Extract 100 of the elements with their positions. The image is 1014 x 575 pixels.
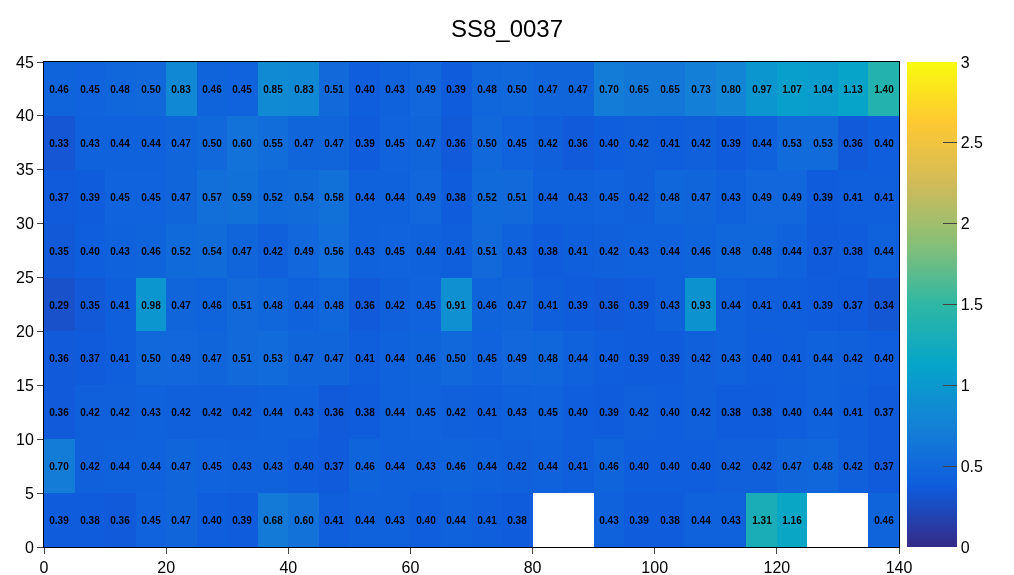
- data-label: 0.40: [80, 245, 101, 257]
- data-label: 0.44: [110, 460, 131, 472]
- data-label: 0.49: [507, 352, 528, 364]
- data-label: 0.41: [110, 352, 131, 364]
- data-label: 0.41: [874, 191, 895, 203]
- data-label: 0.42: [629, 191, 650, 203]
- data-label: 0.49: [752, 191, 773, 203]
- data-label: 0.44: [355, 514, 376, 526]
- data-label: 0.43: [355, 245, 376, 257]
- data-label: 0.37: [813, 245, 834, 257]
- data-label: 0.43: [385, 514, 406, 526]
- data-label: 0.49: [294, 245, 315, 257]
- data-label: 0.41: [477, 406, 498, 418]
- data-label: 0.49: [416, 191, 437, 203]
- data-label: 0.47: [568, 83, 589, 95]
- data-label: 0.40: [416, 514, 437, 526]
- data-label: 0.47: [294, 352, 315, 364]
- data-label: 0.43: [629, 245, 650, 257]
- data-label: 0.46: [599, 460, 620, 472]
- data-label: 0.37: [49, 191, 70, 203]
- data-label: 1.31: [752, 514, 773, 526]
- data-label: 0.39: [232, 514, 253, 526]
- data-label: 0.45: [385, 137, 406, 149]
- data-label: 0.42: [202, 406, 223, 418]
- y-tick-label: 20: [16, 323, 34, 341]
- y-tick-label: 35: [16, 161, 34, 179]
- data-label: 0.41: [843, 191, 864, 203]
- color-bar-label: 1.5: [960, 296, 984, 314]
- data-label: 0.44: [416, 245, 437, 257]
- data-label: 0.42: [263, 245, 284, 257]
- data-label: 0.50: [141, 352, 162, 364]
- data-label: 0.41: [538, 299, 559, 311]
- data-label: 0.43: [141, 406, 162, 418]
- y-tick-label: 25: [16, 269, 34, 287]
- data-label: 0.39: [49, 514, 70, 526]
- data-label: 0.60: [294, 514, 315, 526]
- color-bar-label: 0.5: [960, 457, 984, 475]
- x-tick-label: 80: [523, 559, 542, 575]
- color-bar-label: 2.5: [960, 134, 984, 152]
- data-label: 0.44: [538, 460, 559, 472]
- data-label: 0.70: [49, 460, 70, 472]
- data-label: 0.37: [324, 460, 345, 472]
- data-label: 0.37: [843, 299, 864, 311]
- data-label: 0.46: [416, 352, 437, 364]
- data-label: 0.41: [324, 514, 345, 526]
- y-tick-label: 30: [16, 215, 34, 233]
- data-label: 0.68: [263, 514, 284, 526]
- data-label: 0.45: [110, 191, 131, 203]
- data-label: 0.42: [843, 352, 864, 364]
- data-label: 0.43: [660, 299, 681, 311]
- data-label: 0.47: [171, 137, 192, 149]
- data-label: 0.29: [49, 299, 70, 311]
- data-label: 0.34: [874, 299, 895, 311]
- data-label: 0.45: [507, 137, 528, 149]
- data-label: 0.39: [660, 352, 681, 364]
- data-label: 0.57: [202, 191, 223, 203]
- data-label: 0.43: [385, 83, 406, 95]
- data-label: 0.38: [843, 245, 864, 257]
- data-label: 0.47: [202, 352, 223, 364]
- data-label: 0.51: [232, 299, 253, 311]
- data-label: 0.47: [171, 299, 192, 311]
- data-label: 0.47: [691, 191, 712, 203]
- y-tick-label: 40: [16, 107, 34, 125]
- data-label: 0.44: [141, 460, 162, 472]
- data-label: 0.44: [691, 514, 712, 526]
- data-label: 0.43: [721, 352, 742, 364]
- data-label: 0.38: [721, 406, 742, 418]
- data-label: 0.58: [324, 191, 345, 203]
- data-label: 0.47: [416, 137, 437, 149]
- data-label: 0.45: [141, 514, 162, 526]
- data-label: 0.37: [874, 460, 895, 472]
- data-label: 0.36: [355, 299, 376, 311]
- chart-title: SS8_0037: [450, 14, 564, 42]
- data-label: 1.40: [874, 83, 895, 95]
- data-label: 0.38: [660, 514, 681, 526]
- data-label: 0.44: [446, 514, 467, 526]
- data-label: 0.65: [660, 83, 681, 95]
- data-label: 0.42: [721, 460, 742, 472]
- data-label: 0.50: [477, 137, 498, 149]
- data-label: 0.48: [813, 460, 834, 472]
- data-label: 0.39: [355, 137, 376, 149]
- data-label: 1.13: [843, 83, 864, 95]
- data-label: 0.39: [813, 191, 834, 203]
- data-label: 0.36: [446, 137, 467, 149]
- data-label: 0.45: [416, 406, 437, 418]
- data-label: 0.91: [446, 299, 467, 311]
- data-label: 0.53: [813, 137, 834, 149]
- data-label: 0.38: [538, 245, 559, 257]
- data-label: 0.43: [80, 137, 101, 149]
- y-tick-label: 5: [24, 484, 34, 502]
- color-bar-label: 0: [960, 538, 970, 556]
- data-label: 0.47: [294, 137, 315, 149]
- data-label: 0.41: [446, 245, 467, 257]
- data-label: 0.40: [568, 406, 589, 418]
- data-label: 0.48: [263, 299, 284, 311]
- data-label: 0.47: [324, 137, 345, 149]
- data-label: 0.60: [232, 137, 253, 149]
- data-label: 0.73: [691, 83, 712, 95]
- color-bar-label: 2: [960, 215, 970, 233]
- data-label: 0.46: [49, 83, 70, 95]
